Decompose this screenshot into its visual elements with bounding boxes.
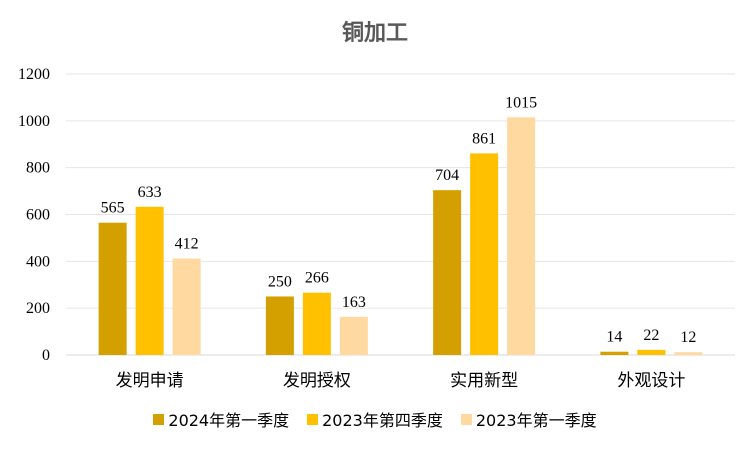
data-label: 861 (472, 130, 496, 147)
x-category-label: 外观设计 (617, 371, 685, 391)
legend-label: 2023年第四季度 (322, 411, 443, 430)
x-axis: 发明申请 发明授权 实用新型 外观设计 (116, 371, 686, 391)
legend-item: 2023年第四季度 (307, 407, 443, 431)
y-tick-label: 400 (26, 253, 50, 270)
data-label: 704 (435, 167, 459, 184)
legend-swatch (460, 413, 472, 425)
y-tick-label: 1200 (18, 66, 50, 83)
legend-swatch (307, 413, 319, 425)
bar (135, 206, 164, 355)
data-label: 14 (606, 329, 622, 346)
bar (600, 351, 629, 355)
data-label: 163 (342, 294, 366, 311)
legend-label: 2023年第一季度 (475, 411, 597, 430)
data-label: 266 (305, 270, 329, 287)
data-label: 12 (680, 329, 696, 346)
bar (339, 316, 368, 355)
chart-title: 铜加工 (342, 20, 408, 46)
y-axis: 0 200 400 600 800 1000 1200 (18, 66, 50, 364)
y-tick-label: 800 (26, 160, 50, 177)
data-label: 633 (138, 184, 162, 201)
data-label: 22 (643, 327, 659, 344)
data-label: 1015 (505, 94, 537, 111)
bar (302, 292, 331, 355)
y-tick-label: 1000 (18, 113, 50, 130)
bar (433, 190, 462, 355)
legend-item: 2024年第一季度 (153, 407, 289, 431)
legend-swatch (153, 413, 165, 425)
x-category-label: 发明申请 (116, 371, 184, 391)
data-label: 250 (268, 273, 292, 290)
y-tick-label: 0 (42, 347, 50, 364)
data-label: 412 (175, 236, 199, 253)
bar (265, 296, 294, 355)
bar (172, 258, 201, 355)
y-tick-label: 200 (26, 300, 50, 317)
bar (507, 117, 536, 355)
data-label: 565 (101, 200, 125, 217)
data-labels: 565 633 412 250 266 163 704 861 1015 14 22 12 (101, 94, 697, 346)
bar (637, 349, 666, 355)
bar (98, 222, 127, 355)
bars (98, 117, 703, 355)
x-category-label: 实用新型 (450, 371, 518, 391)
legend-item: 2023年第一季度 (460, 407, 597, 431)
legend: 2024年第一季度 2023年第四季度 2023年第一季度 (0, 407, 750, 431)
gridlines (66, 73, 735, 356)
bar (674, 352, 703, 355)
y-tick-label: 600 (26, 207, 50, 224)
legend-label: 2024年第一季度 (168, 411, 290, 430)
x-category-label: 发明授权 (283, 371, 351, 391)
bar (470, 153, 499, 355)
